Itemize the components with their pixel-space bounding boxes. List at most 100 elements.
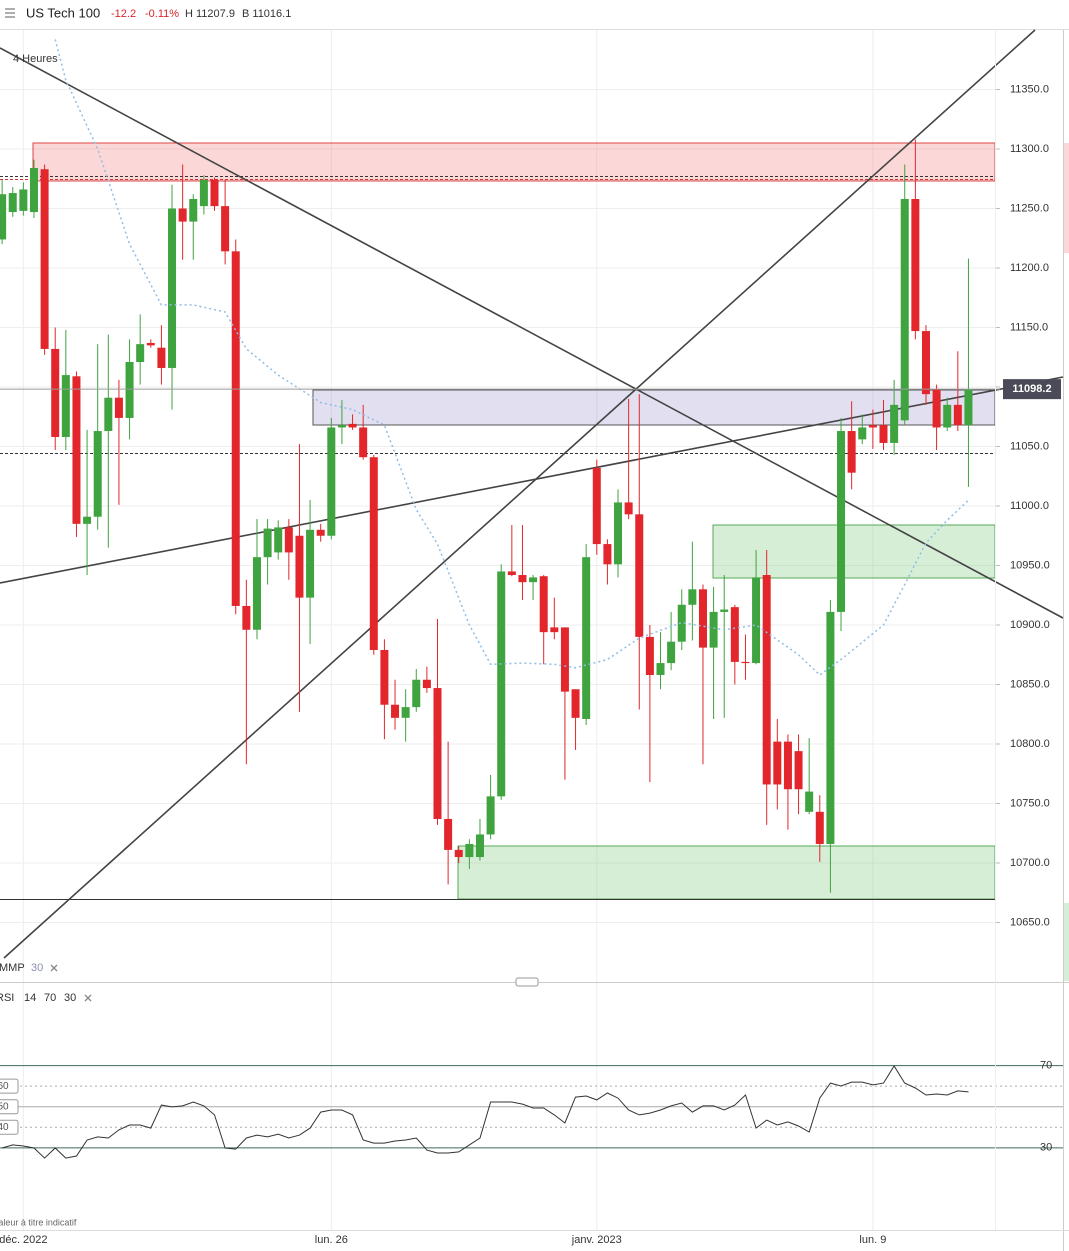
candle-body (720, 609, 729, 612)
candle-body (656, 663, 665, 675)
y-tick-label: 10650.0 (1010, 916, 1050, 928)
candle-body (327, 427, 336, 536)
support-zone (712, 524, 996, 579)
change: -12.2 (111, 8, 136, 20)
candle-body (507, 571, 516, 576)
header: US Tech 100 -12.2 -0.11% H 11207.9 B 110… (0, 5, 1069, 30)
candle-body (730, 607, 739, 662)
candle-body (263, 528, 272, 558)
candle-body (592, 467, 601, 545)
guide-label: 40 (0, 1122, 9, 1133)
candle-body (146, 342, 155, 346)
close-icon[interactable] (84, 994, 92, 1002)
candle-body (189, 198, 198, 222)
candle-body (40, 169, 49, 349)
candle-body (624, 502, 633, 515)
candle-body (497, 571, 506, 797)
y-tick-label: 11150.0 (1010, 321, 1048, 333)
candle-body (603, 544, 612, 565)
candle-body (539, 576, 548, 633)
candle-body (295, 535, 304, 598)
candle-body (83, 516, 92, 524)
candle-body (879, 425, 888, 443)
ma-name: MMP (0, 962, 25, 974)
candle-body (964, 389, 973, 426)
resistance-zone (32, 142, 996, 182)
y-tick-label: 11200.0 (1010, 262, 1049, 274)
candle-body (29, 168, 38, 213)
candle-body (635, 514, 644, 637)
candle-body (359, 427, 368, 458)
rsi-upper: 70 (44, 992, 56, 1004)
candle-body (911, 198, 920, 332)
candle-body (794, 751, 803, 790)
candle-body (858, 427, 867, 440)
candle-body (157, 347, 166, 368)
candle-body (8, 193, 17, 213)
candle-body (614, 502, 623, 565)
candle-body (582, 557, 591, 720)
guide-label-box (0, 1078, 19, 1094)
trend-line (3, 29, 1036, 959)
pivot-zone (312, 389, 996, 426)
candle-body (805, 791, 814, 812)
high: H 11207.9 (185, 8, 235, 20)
candle-body (773, 741, 782, 785)
marks (0, 39, 1000, 1159)
disclaimer: Valeur à titre indicatif (0, 1217, 77, 1227)
last-price-label: 11098.2 (1012, 383, 1051, 395)
y-tick-label: 10700.0 (1010, 857, 1050, 869)
candle-body (698, 589, 707, 648)
candle-body (369, 457, 378, 650)
candle-body (847, 431, 856, 473)
rsi-lower: 30 (64, 992, 76, 1004)
candle-body (178, 208, 187, 222)
candle-body (51, 348, 60, 437)
candle-body (380, 649, 389, 705)
candle-body (826, 611, 835, 844)
candle-body (762, 575, 771, 785)
candle-body (274, 527, 283, 553)
change-pct: -0.11% (145, 8, 179, 20)
rsi-line (1, 1065, 969, 1159)
candle-body (444, 818, 453, 850)
candle-body (921, 331, 930, 395)
candle-body (231, 251, 240, 606)
close-icon[interactable] (50, 964, 58, 972)
y-tick-label: 10850.0 (1010, 678, 1050, 690)
candle-body (391, 704, 400, 718)
candle-body (104, 397, 113, 432)
candle-body (709, 611, 718, 648)
moving-average (54, 39, 970, 676)
x-tick-label: lun. 9 (859, 1234, 886, 1246)
y-tick-label: 10950.0 (1010, 559, 1050, 571)
candle-body (210, 179, 219, 207)
resize-handle[interactable] (515, 977, 539, 987)
candle-body (401, 707, 410, 718)
candle-body (667, 641, 676, 664)
candle-body (837, 431, 846, 612)
candle-body (932, 389, 941, 428)
candle-body (518, 575, 527, 583)
candle-body (252, 557, 261, 630)
timeframe: 4 Heures (13, 53, 58, 65)
candle-body (316, 529, 325, 536)
trend-line (0, 376, 1064, 584)
resistance-zone-edge (1063, 143, 1069, 253)
candle-body (136, 344, 145, 363)
candle-body (560, 627, 569, 692)
candle-body (900, 198, 909, 421)
candle-body (688, 589, 697, 605)
candle-body (677, 604, 686, 642)
y-tick-label: 11050.0 (1010, 440, 1049, 452)
candle-body (783, 741, 792, 790)
candle-body (752, 577, 761, 664)
menu-icon[interactable] (5, 8, 15, 18)
rsi-name: RSI (0, 992, 14, 1004)
candle-body (19, 189, 28, 211)
rsi-period: 14 (24, 992, 36, 1004)
trend-line (0, 47, 1064, 619)
x-tick-label: janv. 2023 (571, 1234, 622, 1246)
candle-body (348, 423, 357, 428)
candle-body (645, 636, 654, 675)
